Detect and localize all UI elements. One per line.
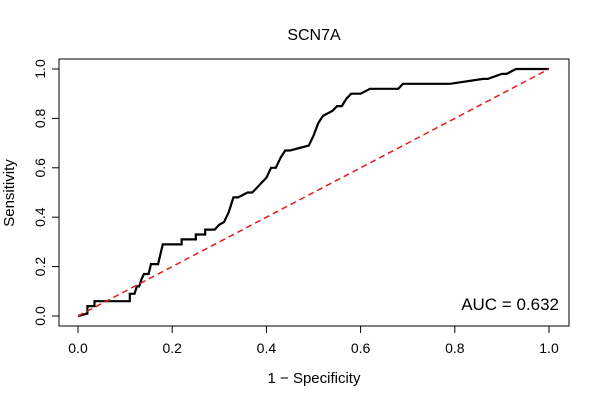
roc-curve-line [77, 67, 549, 318]
auc-annotation: AUC = 0.632 [461, 295, 559, 314]
y-tick-label: 1.0 [32, 59, 48, 79]
x-axis: 0.0 0.2 0.4 0.6 0.8 1.0 [68, 325, 559, 356]
x-axis-label: 1 − Specificity [268, 370, 361, 387]
reference-diagonal-line [77, 68, 550, 317]
y-tick-label: 0.8 [32, 108, 48, 128]
series-layer [77, 67, 550, 318]
x-tick-label: 0.6 [351, 340, 371, 356]
chart-title: SCN7A [287, 27, 341, 44]
y-tick-label: 0.6 [32, 158, 48, 178]
y-tick-label: 0.2 [32, 257, 48, 277]
y-axis-label: Sensitivity [1, 159, 18, 227]
x-tick-label: 0.4 [257, 340, 277, 356]
x-tick-label: 0.0 [68, 340, 88, 356]
x-tick-label: 0.2 [162, 340, 182, 356]
y-tick-label: 0.4 [32, 207, 48, 227]
x-tick-label: 1.0 [539, 340, 559, 356]
x-tick-label: 0.8 [445, 340, 465, 356]
y-tick-label: 0.0 [32, 306, 48, 326]
y-axis: 0.0 0.2 0.4 0.6 0.8 1.0 [32, 59, 60, 326]
